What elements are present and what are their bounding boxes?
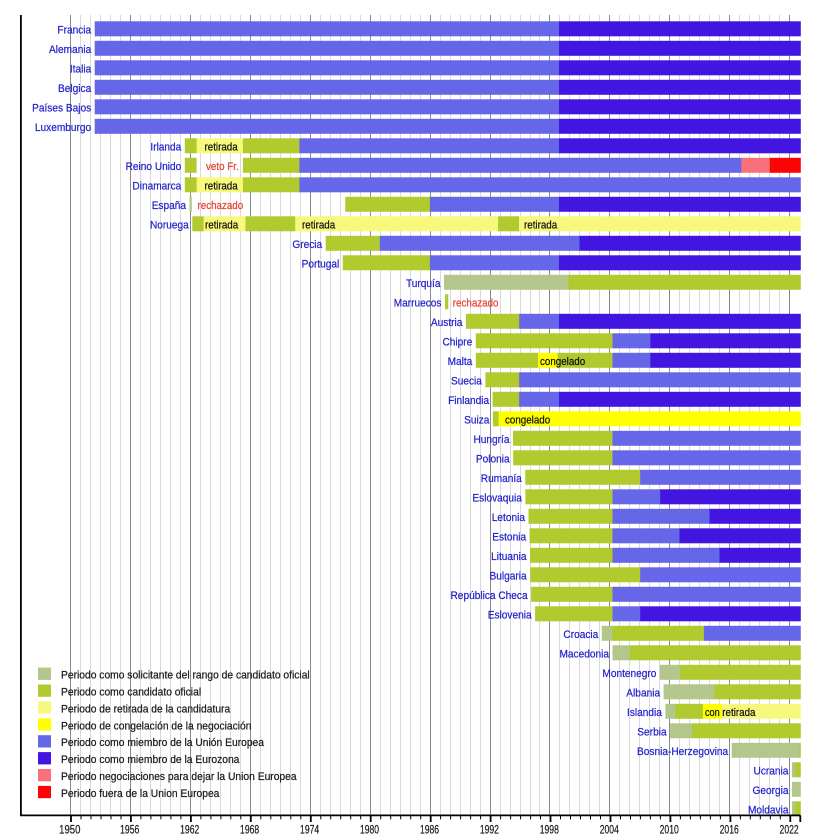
svg-text:1962: 1962 (180, 825, 199, 836)
svg-text:Malta: Malta (448, 356, 474, 368)
svg-text:Periodo de retirada de la cand: Periodo de retirada de la candidatura (61, 703, 231, 715)
svg-text:Periodo como miembro de la Uni: Periodo como miembro de la Unión Europea (61, 737, 265, 749)
svg-text:Montenegro: Montenegro (602, 668, 656, 680)
svg-text:Periodo como solicitante del r: Periodo como solicitante del rango de ca… (61, 670, 310, 682)
svg-text:Chipre: Chipre (443, 336, 473, 348)
svg-text:Periodo fuera de la Union Euro: Periodo fuera de la Union Europea (61, 788, 220, 800)
svg-text:Eslovenia: Eslovenia (488, 609, 533, 621)
svg-text:Periodo como miembro de la Eur: Periodo como miembro de la Eurozona (61, 754, 240, 766)
svg-text:Polonia: Polonia (476, 453, 511, 465)
svg-text:Portugal: Portugal (302, 258, 340, 270)
svg-text:1986: 1986 (420, 825, 439, 836)
svg-text:Croacia: Croacia (563, 629, 599, 641)
svg-text:Luxemburgo: Luxemburgo (35, 122, 91, 134)
svg-text:1950: 1950 (59, 825, 80, 836)
svg-text:retirada: retirada (302, 219, 336, 231)
svg-text:Ucrania: Ucrania (754, 765, 790, 777)
svg-text:1998: 1998 (540, 825, 559, 836)
svg-text:1980: 1980 (360, 825, 379, 836)
svg-text:Serbia: Serbia (637, 726, 667, 738)
svg-text:Irlanda: Irlanda (150, 141, 182, 153)
svg-text:1956: 1956 (120, 825, 139, 836)
svg-text:retirada: retirada (205, 219, 239, 231)
svg-text:congelado: congelado (540, 356, 585, 368)
svg-text:Periodo de congelación de la n: Periodo de congelación de la negociación (61, 720, 252, 732)
svg-text:Grecia: Grecia (292, 239, 323, 251)
svg-text:Francia: Francia (57, 24, 92, 36)
svg-text:retirada: retirada (722, 707, 756, 719)
svg-text:2022: 2022 (780, 825, 799, 836)
svg-text:Letonia: Letonia (492, 512, 526, 524)
svg-text:Bulgaria: Bulgaria (490, 570, 528, 582)
svg-text:Hungría: Hungría (474, 434, 511, 446)
svg-text:Belgica: Belgica (58, 83, 92, 95)
svg-text:Bosnia-Herzegovina: Bosnia-Herzegovina (637, 746, 729, 758)
svg-text:Moldavia: Moldavia (748, 804, 789, 816)
svg-text:Estonia: Estonia (492, 531, 527, 543)
svg-text:Rumanía: Rumanía (481, 473, 523, 485)
svg-text:Islandia: Islandia (627, 707, 663, 719)
svg-text:Albania: Albania (626, 687, 661, 699)
svg-text:2010: 2010 (660, 825, 679, 836)
svg-text:Marruecos: Marruecos (394, 297, 442, 309)
svg-text:1992: 1992 (480, 825, 499, 836)
svg-text:rechazado: rechazado (453, 297, 499, 309)
svg-text:congelado: congelado (505, 414, 550, 426)
svg-text:Dinamarca: Dinamarca (132, 180, 182, 192)
svg-text:Reino Unido: Reino Unido (126, 161, 182, 173)
svg-text:veto Fr.: veto Fr. (206, 161, 239, 173)
svg-text:2016: 2016 (720, 825, 739, 836)
svg-text:Suecia: Suecia (451, 375, 483, 387)
svg-text:Georgia: Georgia (753, 785, 790, 797)
svg-text:Países Bajos: Países Bajos (32, 102, 92, 114)
svg-text:Macedonia: Macedonia (560, 648, 610, 660)
svg-text:Finlandia: Finlandia (448, 395, 490, 407)
svg-text:Turquía: Turquía (406, 278, 441, 290)
svg-text:España: España (152, 200, 187, 212)
svg-text:Alemania: Alemania (49, 44, 92, 56)
svg-text:Italia: Italia (70, 63, 92, 75)
svg-text:Periodo como candidato oficial: Periodo como candidato oficial (61, 687, 201, 699)
svg-text:retirada: retirada (524, 219, 558, 231)
svg-text:Eslovaquia: Eslovaquia (472, 492, 522, 504)
svg-text:Austria: Austria (431, 317, 463, 329)
svg-text:rechazado: rechazado (198, 200, 244, 212)
svg-text:1968: 1968 (240, 825, 259, 836)
svg-text:con: con (705, 707, 720, 719)
svg-text:Periodo negociaciones para dej: Periodo negociaciones para dejar la Unio… (61, 771, 297, 783)
svg-text:Suiza: Suiza (464, 414, 490, 426)
svg-text:1974: 1974 (300, 825, 320, 836)
svg-text:Noruega: Noruega (150, 219, 190, 231)
svg-text:Lituania: Lituania (491, 551, 527, 563)
svg-text:República Checa: República Checa (451, 590, 529, 602)
svg-text:retirada: retirada (205, 180, 239, 192)
svg-text:2004: 2004 (600, 825, 620, 836)
svg-text:retirada: retirada (205, 141, 239, 153)
